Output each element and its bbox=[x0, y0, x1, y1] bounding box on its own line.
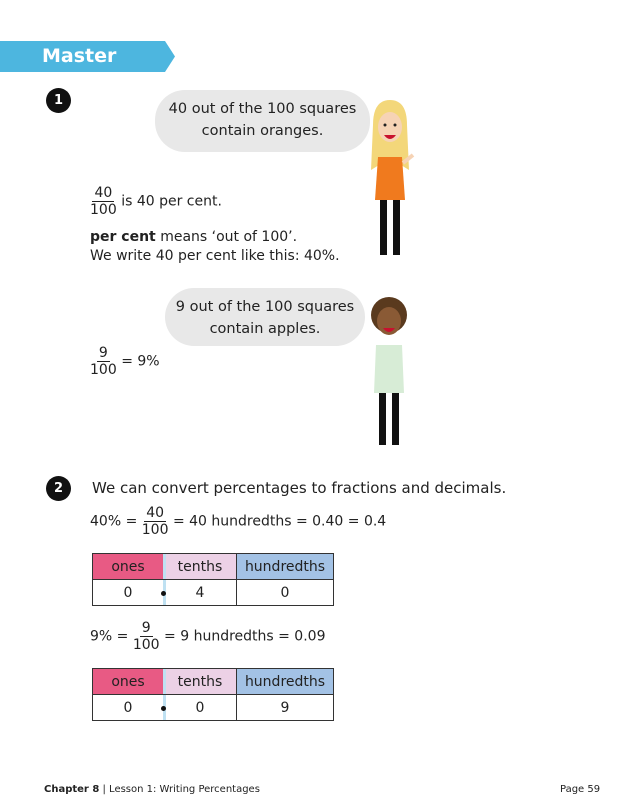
fraction-9-statement: 9 100 = 9% bbox=[90, 345, 160, 378]
cell-hundredths: 9 bbox=[236, 694, 334, 721]
cell-hundredths: 0 bbox=[236, 579, 334, 606]
header-ones: ones bbox=[92, 553, 164, 580]
denominator: 100 bbox=[132, 637, 160, 653]
numerator: 9 bbox=[139, 620, 153, 637]
question-number-2: 2 bbox=[46, 476, 71, 501]
eq-right: = 9 hundredths = 0.09 bbox=[164, 628, 326, 645]
header-tenths: tenths bbox=[163, 668, 237, 695]
eq-left: 9% = bbox=[90, 628, 129, 645]
bubble-line: contain apples. bbox=[209, 321, 321, 337]
bubble-line: 40 out of the 100 squares bbox=[168, 101, 357, 117]
definition: per cent means ‘out of 100’. bbox=[90, 229, 297, 245]
write-line: We write 40 per cent like this: 40%. bbox=[90, 248, 340, 264]
speech-bubble-oranges: 40 out of the 100 squares contain orange… bbox=[155, 90, 370, 152]
speech-bubble-apples: 9 out of the 100 squares contain apples. bbox=[165, 288, 365, 346]
header-tenths: tenths bbox=[163, 553, 237, 580]
boy-illustration bbox=[371, 297, 407, 445]
denominator: 100 bbox=[90, 202, 117, 218]
fraction-40-100: 40 100 bbox=[90, 185, 117, 218]
cell-ones: 0 bbox=[92, 694, 164, 721]
q2-intro: We can convert percentages to fractions … bbox=[92, 479, 507, 497]
fraction-statement: 40 100 is 40 per cent. bbox=[90, 185, 222, 218]
numerator: 9 bbox=[96, 345, 110, 362]
fraction-9-100: 9 100 bbox=[90, 345, 117, 378]
decimal-point bbox=[161, 706, 166, 711]
fraction-text: is 40 per cent. bbox=[121, 193, 222, 210]
chapter: Chapter 8 bbox=[44, 784, 100, 795]
cell-tenths: 0 bbox=[161, 694, 237, 721]
question-number-1: 1 bbox=[46, 88, 71, 113]
lesson: Lesson 1: Writing Percentages bbox=[109, 784, 260, 795]
equation-9: 9% = 9 100 = 9 hundredths = 0.09 bbox=[90, 620, 325, 653]
definition-text: means ‘out of 100’. bbox=[155, 229, 298, 245]
bubble-line: 9 out of the 100 squares bbox=[175, 299, 355, 315]
denominator: 100 bbox=[141, 522, 169, 538]
header-hundredths: hundredths bbox=[236, 553, 334, 580]
page-number: Page 59 bbox=[560, 784, 601, 795]
fraction-text: = 9% bbox=[121, 353, 160, 370]
equation-40: 40% = 40 100 = 40 hundredths = 0.40 = 0.4 bbox=[90, 505, 386, 538]
fraction: 9 100 bbox=[133, 620, 160, 653]
numerator: 40 bbox=[92, 185, 115, 202]
cell-ones: 0 bbox=[92, 579, 164, 606]
decimal-point bbox=[161, 591, 166, 596]
denominator: 100 bbox=[90, 362, 117, 378]
section-banner: Master bbox=[0, 41, 175, 72]
header-ones: ones bbox=[92, 668, 164, 695]
numerator: 40 bbox=[144, 505, 167, 522]
cell-tenths: 4 bbox=[161, 579, 237, 606]
term: per cent bbox=[90, 229, 156, 245]
girl-illustration bbox=[371, 100, 415, 255]
footer-chapter: Chapter 8 | Lesson 1: Writing Percentage… bbox=[44, 784, 260, 795]
header-hundredths: hundredths bbox=[236, 668, 334, 695]
bubble-line: contain oranges. bbox=[201, 123, 324, 139]
eq-right: = 40 hundredths = 0.40 = 0.4 bbox=[172, 513, 387, 530]
fraction: 40 100 bbox=[142, 505, 169, 538]
eq-left: 40% = bbox=[90, 513, 138, 530]
